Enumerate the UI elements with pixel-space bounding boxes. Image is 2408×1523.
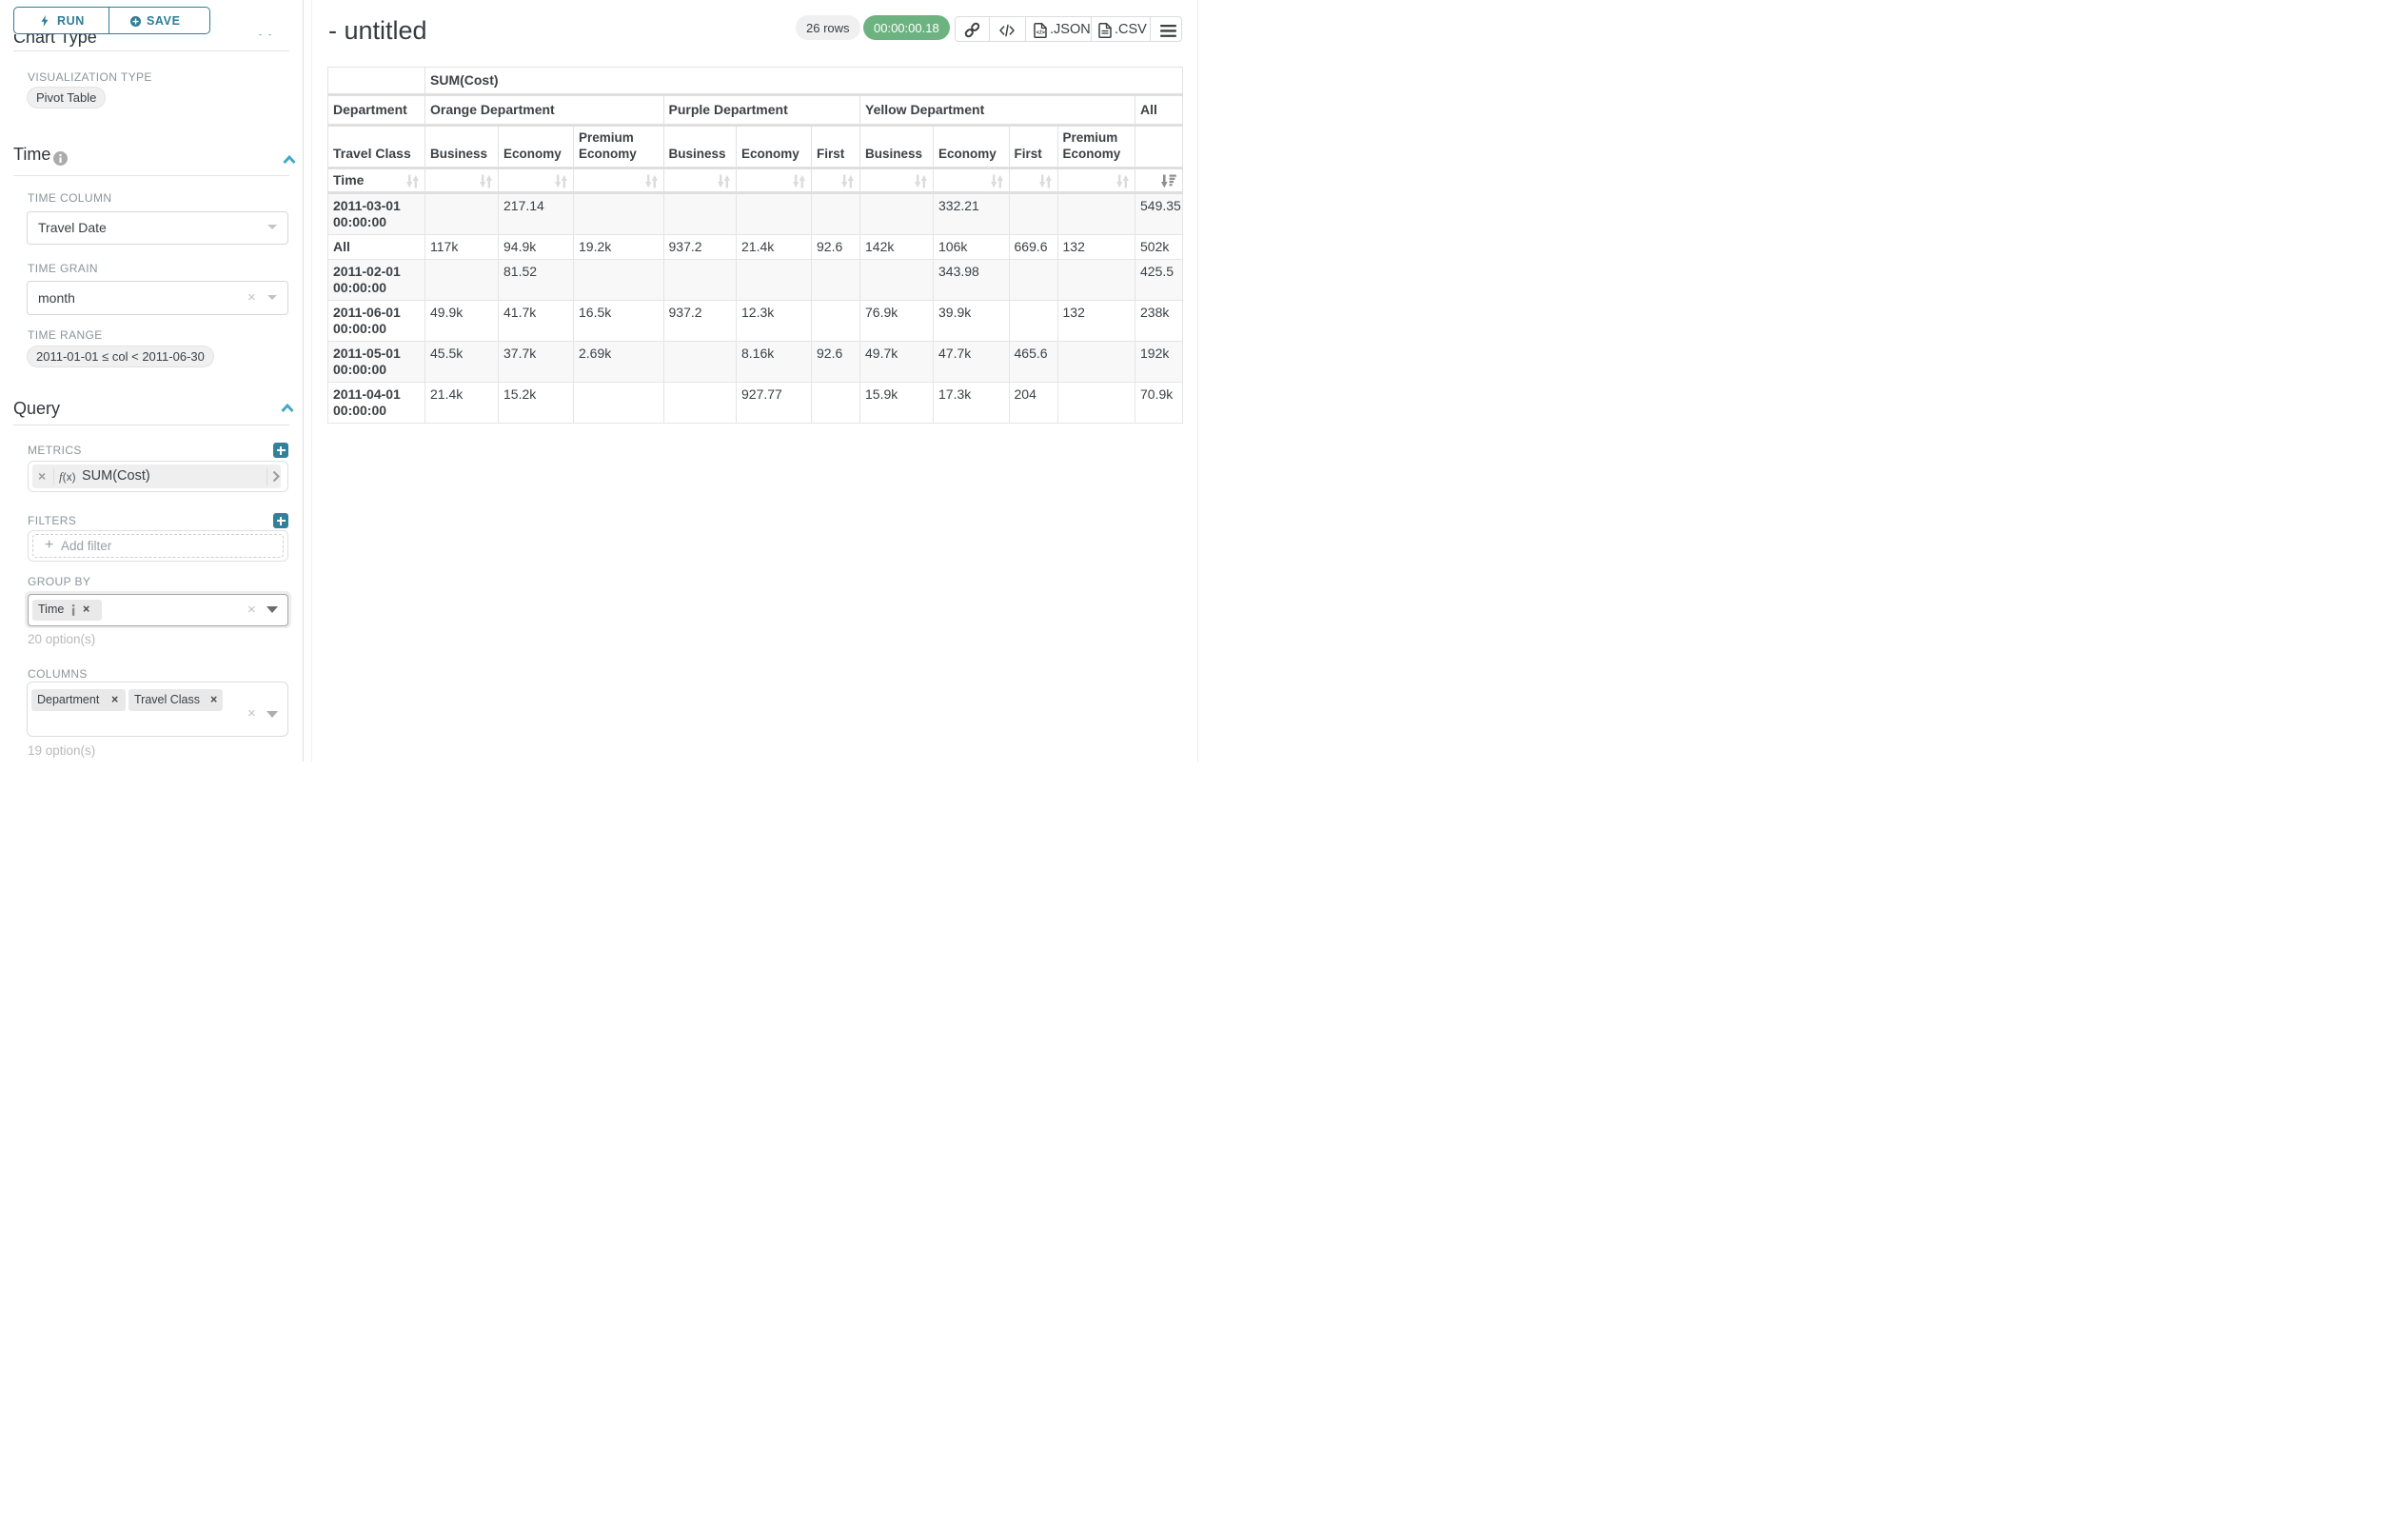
svg-text:</>: </> xyxy=(1036,29,1046,35)
